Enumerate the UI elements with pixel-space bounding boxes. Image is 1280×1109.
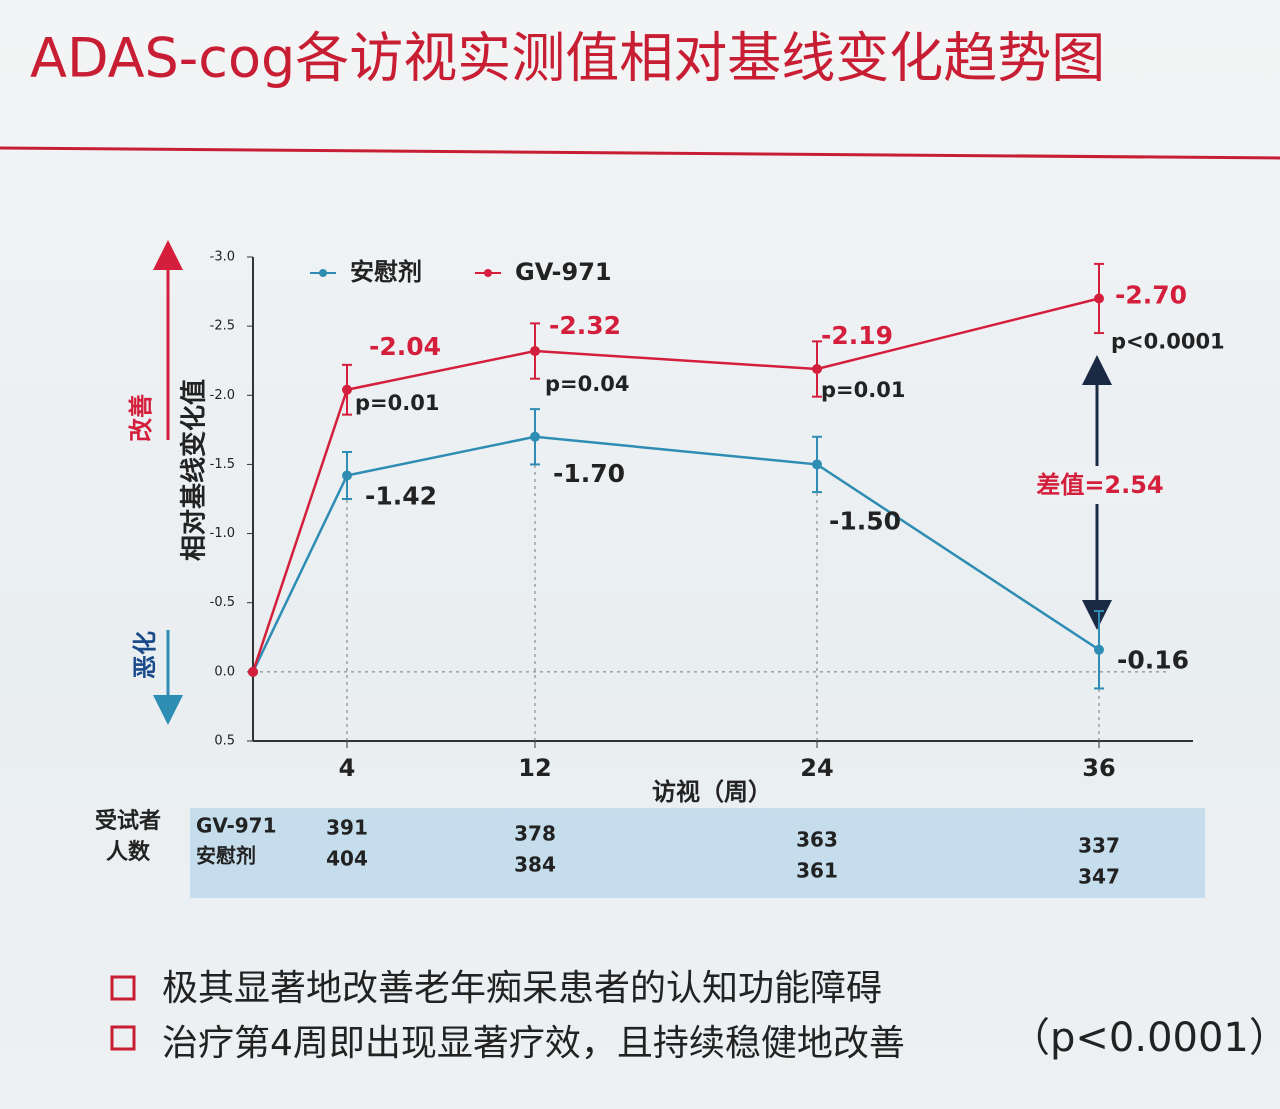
legend-label: GV-971 [515,258,612,286]
point [530,431,540,442]
p-value: p=0.01 [355,391,439,415]
table-row-name: GV-971 [196,814,277,838]
value-label: -0.16 [1117,646,1189,675]
value-label: -2.32 [549,311,621,340]
table-row-name: 安慰剂 [196,844,256,868]
y-tick-label: -0.5 [210,595,235,610]
y-tick-label: 0.5 [214,734,235,749]
legend-marker [484,269,492,277]
y-axis-title: 相对基线变化值 [179,379,210,561]
difference-label: 差值=2.54 [1036,471,1163,499]
point [1094,293,1104,304]
table-cell: 361 [796,859,838,883]
series-line [251,435,1100,673]
bullet-box [110,1025,136,1051]
value-label: -1.50 [829,506,901,535]
table-cell: 378 [514,822,556,846]
x-tick-label: 24 [800,754,833,782]
value-label: -2.04 [369,332,441,361]
point [342,384,352,395]
bullet-note: （p<0.0001） [1010,1015,1280,1061]
table-band [190,808,1205,898]
point [248,666,258,677]
table-cell: 337 [1078,834,1120,858]
x-tick-label: 36 [1082,754,1115,782]
table-header: 人数 [106,839,151,865]
x-tick-label: 4 [339,754,356,782]
y-tick-label: 0.0 [214,664,235,679]
p-value: p<0.0001 [1111,329,1225,353]
point [1094,644,1104,655]
title-rule [0,146,1280,160]
bullet-text: 治疗第4周即出现显著疗效，且持续稳健地改善 [162,1023,905,1064]
value-label: -2.70 [1115,280,1187,309]
value-label: -1.70 [553,459,625,488]
table-cell: 404 [326,847,368,871]
y-tick-label: -2.0 [210,388,235,403]
table-cell: 384 [514,853,556,877]
difference-bg [1040,466,1160,504]
p-value: p=0.04 [545,372,629,396]
legend-label: 安慰剂 [350,258,422,286]
value-label: -1.42 [365,481,437,510]
worsen-label: 恶化 [131,631,159,679]
y-tick-label: -2.5 [210,319,235,334]
bullet-text: 极其显著地改善老年痴呆患者的认知功能障碍 [162,968,882,1009]
point [530,346,540,357]
p-value: p=0.01 [821,378,905,402]
legend-marker [319,269,327,277]
improve-label: 改善 [127,394,155,442]
slide-title: ADAS-cog各访视实测值相对基线变化趋势图 [30,27,1105,90]
table-header: 受试者 [95,808,161,834]
y-tick-label: -1.0 [210,526,235,541]
x-axis-title: 访视（周） [652,778,772,806]
table-cell: 391 [326,816,368,840]
table-cell: 347 [1078,865,1120,889]
point [342,470,352,481]
value-label: -2.19 [821,321,893,350]
point [812,459,822,470]
table-cell: 363 [796,828,838,852]
point [812,364,822,375]
x-tick-label: 12 [518,754,551,782]
bullet-box [110,975,136,1001]
y-tick-label: -3.0 [210,250,235,265]
y-tick-label: -1.5 [210,457,235,472]
